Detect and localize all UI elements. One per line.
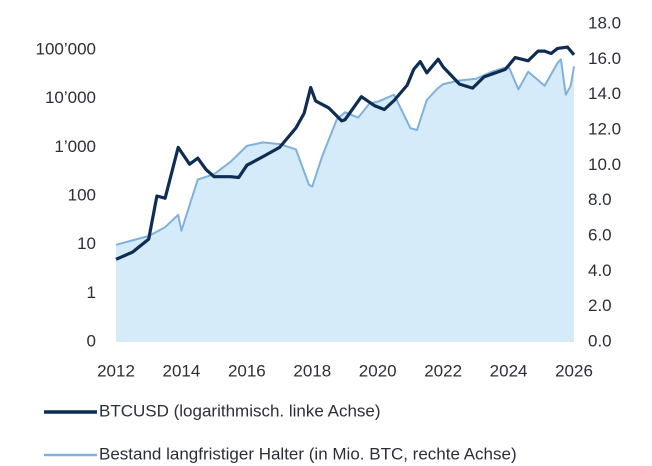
series-line	[115, 45, 576, 261]
y2-tick-label: 8.0	[588, 190, 612, 209]
legend-label: Bestand langfristiger Halter (in Mio. BT…	[99, 444, 517, 463]
y2-tick-label: 0.0	[588, 331, 612, 350]
y-tick-label: 10	[77, 234, 96, 253]
x-tick-label: 2014	[163, 361, 201, 380]
y2-tick-label: 2.0	[588, 296, 612, 315]
y-tick-label: 100	[68, 186, 96, 205]
y2-tick-label: 6.0	[588, 225, 612, 244]
series-line	[115, 58, 575, 246]
y-tick-label: 1	[87, 283, 96, 302]
x-tick-label: 2016	[228, 361, 266, 380]
y2-tick-label: 12.0	[588, 119, 621, 138]
y-tick-label: 1’000	[54, 137, 96, 156]
y2-tick-label: 14.0	[588, 84, 621, 103]
series-area	[116, 59, 574, 343]
x-tick-label: 2026	[555, 361, 593, 380]
y2-tick-label: 4.0	[588, 261, 612, 280]
y-tick-label: 0	[87, 331, 96, 350]
y-tick-label: 100’000	[35, 40, 96, 59]
x-tick-label: 2020	[359, 361, 397, 380]
y2-tick-label: 18.0	[588, 13, 621, 32]
y-tick-label: 10’000	[45, 88, 96, 107]
y2-tick-label: 10.0	[588, 155, 621, 174]
x-tick-label: 2024	[490, 361, 528, 380]
x-tick-label: 2012	[97, 361, 135, 380]
y2-tick-label: 16.0	[588, 49, 621, 68]
x-tick-label: 2018	[293, 361, 331, 380]
x-tick-label: 2022	[424, 361, 462, 380]
legend-label: BTCUSD (logarithmisch. linke Achse)	[99, 401, 381, 420]
